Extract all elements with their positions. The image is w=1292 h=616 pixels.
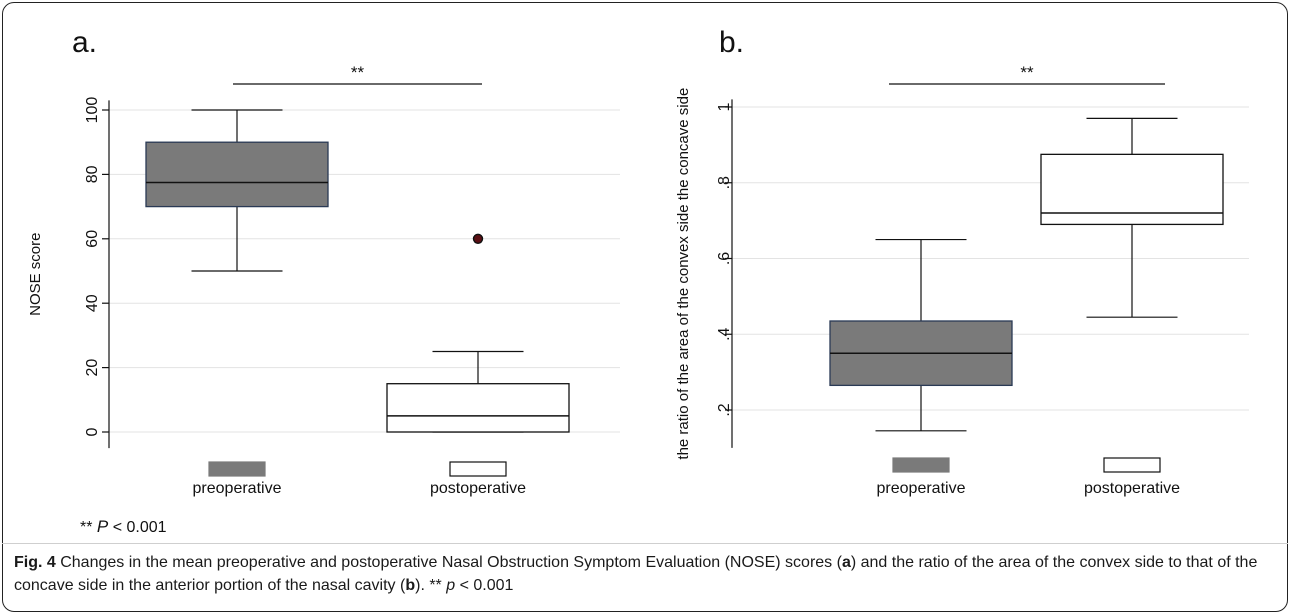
box-iqr — [1040, 153, 1224, 226]
caption-text-2: ) and the ratio of the area of the conve… — [14, 554, 1258, 594]
legend-swatch — [892, 457, 950, 473]
significance-stars: ** — [1020, 63, 1034, 82]
box-iqr — [145, 141, 329, 208]
legend-label: postoperative — [430, 480, 526, 497]
y-axis-label: NOSE score — [27, 233, 44, 316]
chart-panel-b: b. .2 .4 .6 .8 1 the ratio of the area of the … — [675, 26, 1249, 497]
chart-panel-a: a. 0 20 40 60 80 100 NOSE score ** preoperative po… — [27, 26, 620, 497]
footnote-stars: ** — [80, 519, 97, 536]
y-tick-label: .2 — [716, 403, 733, 416]
legend-label: preoperative — [193, 480, 282, 497]
figure-caption: Fig. 4 Changes in the mean preoperative … — [14, 551, 1279, 597]
significance-stars: ** — [351, 63, 365, 82]
y-tick-label: .8 — [716, 176, 733, 189]
y-tick-label: 0 — [84, 427, 101, 436]
caption-p: p — [446, 577, 456, 594]
box-postoperative — [386, 233, 570, 433]
legend-label: postoperative — [1084, 480, 1180, 497]
legend-swatch — [449, 461, 507, 477]
y-tick-label: 1 — [716, 102, 733, 111]
caption-text-3: ). ** — [415, 577, 447, 594]
box-preoperative — [829, 238, 1013, 432]
y-axis-label: the ratio of the area of the convex side… — [675, 88, 692, 460]
panel-label: b. — [719, 26, 744, 59]
y-tick-label: .4 — [716, 327, 733, 340]
legend-swatch — [1103, 457, 1161, 473]
caption-divider — [2, 543, 1288, 544]
box-postoperative — [1040, 117, 1224, 318]
box-iqr — [386, 383, 570, 433]
panel-label: a. — [72, 26, 97, 59]
y-tick-label: 40 — [84, 294, 101, 312]
y-tick-label: 60 — [84, 230, 101, 248]
y-tick-label: 20 — [84, 359, 101, 377]
significance-footnote: ** P < 0.001 — [80, 517, 167, 537]
caption-ref-b: b — [405, 577, 416, 594]
y-tick-label: 100 — [84, 97, 101, 124]
footnote-rest: < 0.001 — [108, 519, 167, 536]
box-preoperative — [145, 109, 329, 272]
legend-label: preoperative — [877, 480, 966, 497]
caption-figure-label: Fig. 4 — [14, 554, 56, 571]
y-tick-label: 80 — [84, 165, 101, 183]
caption-text-4: < 0.001 — [455, 577, 514, 594]
outlier-point — [472, 233, 484, 245]
footnote-p: P — [96, 517, 109, 536]
caption-ref-a: a — [841, 554, 851, 571]
caption-text-1: Changes in the mean preoperative and pos… — [55, 554, 842, 571]
y-tick-label: .6 — [716, 252, 733, 265]
legend-swatch — [208, 461, 266, 477]
